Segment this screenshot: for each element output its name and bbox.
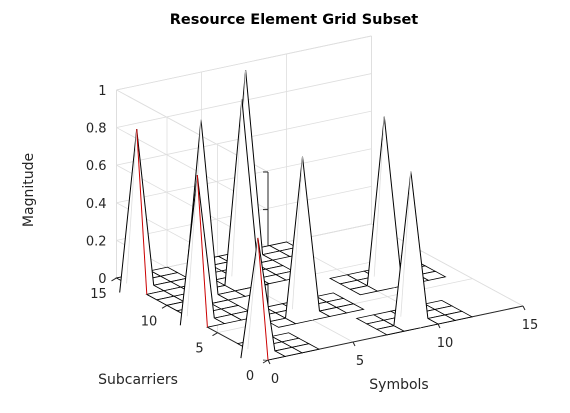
text-layer: Resource Element Grid Subset Symbols Sub…	[21, 12, 538, 393]
peak-edge	[119, 129, 138, 293]
x-axis-label: Symbols	[369, 377, 428, 393]
y-tick-label: 15	[90, 287, 107, 302]
peak-face	[367, 116, 402, 288]
peak-edge	[393, 171, 412, 326]
peak-edge-back	[231, 99, 243, 277]
peak-edge-highlight	[196, 175, 208, 328]
peak-edge-highlight	[257, 237, 269, 361]
peak-edge-highlight	[136, 129, 148, 295]
z-tick-label: 0.4	[86, 197, 107, 212]
peak-edge-back	[373, 116, 385, 277]
peak-edge	[136, 129, 155, 286]
peak-edge	[383, 116, 402, 279]
peak-edge	[240, 237, 259, 359]
z-tick-label: 1	[98, 84, 106, 99]
peak-edge-back	[247, 237, 259, 350]
chart-title: Resource Element Grid Subset	[170, 12, 419, 28]
peak-edge-back	[126, 129, 138, 284]
peak-face	[285, 156, 320, 321]
x-tick-mark	[352, 341, 356, 347]
peak-edge	[224, 99, 243, 286]
z-tick-label: 0.2	[86, 234, 107, 249]
y-axis-label: Subcarriers	[98, 372, 178, 388]
y-tick-label: 5	[195, 342, 203, 357]
x-tick-label: 10	[437, 336, 454, 351]
x-tick-label: 5	[356, 354, 364, 369]
z-tick-label: 0.8	[86, 122, 107, 137]
peak-face	[224, 99, 259, 288]
y-tick-mark	[111, 277, 117, 282]
box-edge	[116, 35, 372, 91]
y-tick-mark	[212, 332, 218, 337]
peak-edge	[245, 70, 264, 255]
z-tick-label: 0.6	[86, 159, 107, 174]
z-tick-label: 0	[98, 272, 106, 287]
peak-face	[119, 129, 154, 295]
y-tick-label: 10	[141, 314, 158, 329]
y-tick-label: 0	[246, 369, 254, 384]
peak-edge	[285, 156, 303, 319]
x-tick-mark	[522, 305, 526, 311]
peak-face	[393, 171, 428, 328]
peak-edge	[179, 175, 198, 326]
peak-edge	[366, 116, 385, 286]
peak-edge	[410, 171, 429, 319]
z-axis-label: Magnitude	[21, 153, 37, 227]
x-tick-label: 0	[271, 372, 279, 387]
peaks-layer	[119, 70, 429, 361]
y-tick-mark	[161, 304, 168, 309]
x-tick-label: 15	[522, 318, 539, 333]
peak-edge	[257, 237, 276, 352]
peak-edge-back	[292, 156, 303, 310]
peak-edge	[200, 119, 219, 295]
x-tick-mark	[437, 323, 441, 329]
peak-edge	[196, 175, 215, 319]
peak-edge-back	[186, 175, 198, 317]
peak-edge	[302, 156, 320, 312]
peak-edge-back	[400, 171, 412, 317]
x-tick-mark	[267, 359, 271, 365]
